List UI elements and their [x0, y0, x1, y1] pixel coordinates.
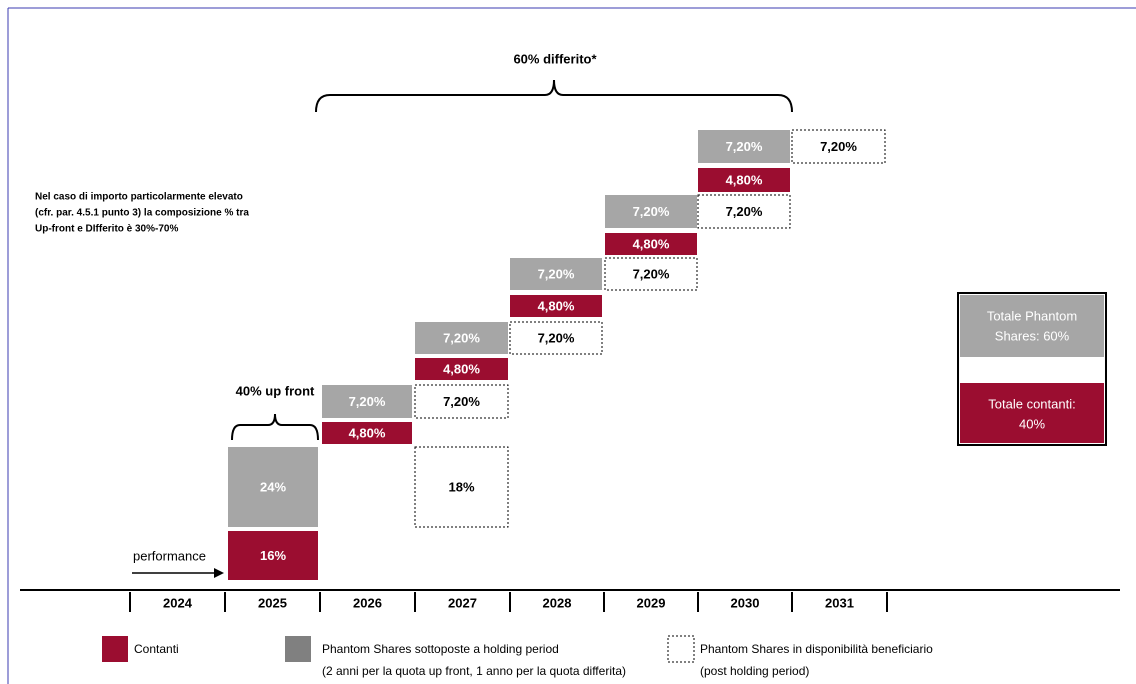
box: [415, 358, 508, 380]
box: [510, 258, 602, 290]
totals-text: Totale Phantom: [987, 308, 1077, 323]
legend-swatch: [285, 636, 311, 662]
totals-phantom: [960, 295, 1104, 357]
box: [414, 384, 509, 419]
year-label: 2030: [731, 595, 760, 610]
box: [698, 130, 790, 163]
legend-text: (post holding period): [700, 664, 809, 678]
left-brace-label: 40% up front: [236, 383, 315, 398]
box: [322, 385, 412, 418]
legend-text: Phantom Shares sottoposte a holding peri…: [322, 642, 559, 656]
box-label: 18%: [448, 479, 474, 494]
box: [228, 531, 318, 580]
box-label: 7,20%: [538, 330, 575, 345]
totals-cash: [960, 383, 1104, 443]
top-brace: [315, 79, 793, 113]
box-label: 4,80%: [726, 172, 763, 187]
box-label: 7,20%: [538, 266, 575, 281]
note-line: (cfr. par. 4.5.1 punto 3) la composizion…: [35, 208, 249, 219]
box: [509, 321, 603, 355]
box-label: 7,20%: [726, 139, 763, 154]
year-label: 2024: [163, 595, 193, 610]
year-label: 2025: [258, 595, 287, 610]
legend-text: (2 anni per la quota up front, 1 anno pe…: [322, 664, 626, 678]
box-label: 4,80%: [349, 425, 386, 440]
box: [415, 322, 508, 354]
year-label: 2026: [353, 595, 382, 610]
box: [228, 447, 318, 527]
box-label: 7,20%: [633, 266, 670, 281]
box-label: 4,80%: [538, 298, 575, 313]
totals-text: Totale contanti:: [988, 396, 1075, 411]
box: [605, 233, 697, 255]
box: [697, 194, 791, 229]
box: [791, 129, 886, 164]
year-label: 2031: [825, 595, 854, 610]
legend-swatch: [667, 635, 695, 663]
box: [605, 195, 697, 228]
top-brace-label: 60% differito*: [513, 51, 597, 66]
box: [322, 422, 412, 444]
performance-label: performance: [133, 548, 206, 563]
box-label: 4,80%: [443, 361, 480, 376]
box-label: 4,80%: [633, 236, 670, 251]
note-line: Nel caso di importo particolarmente elev…: [35, 192, 243, 203]
legend-text: Contanti: [134, 642, 179, 656]
left-brace: [231, 413, 319, 441]
year-label: 2029: [637, 595, 666, 610]
totals-text: 40%: [1019, 416, 1045, 431]
totals-text: Shares: 60%: [995, 328, 1070, 343]
box-label: 7,20%: [633, 204, 670, 219]
legend-text: Phantom Shares in disponibilità benefici…: [700, 642, 933, 656]
legend-swatch: [102, 636, 128, 662]
box: [604, 257, 698, 291]
note-line: Up-front e DIfferito è 30%-70%: [35, 224, 178, 235]
year-label: 2027: [448, 595, 477, 610]
box-label: 16%: [260, 548, 286, 563]
box: [510, 295, 602, 317]
year-label: 2028: [543, 595, 572, 610]
box-label: 7,20%: [820, 139, 857, 154]
box: [414, 446, 509, 528]
box-label: 24%: [260, 479, 286, 494]
box-label: 7,20%: [443, 330, 480, 345]
box-label: 7,20%: [726, 204, 763, 219]
arrow-head: [214, 568, 224, 578]
box-label: 7,20%: [349, 394, 386, 409]
box-label: 7,20%: [443, 394, 480, 409]
box: [698, 168, 790, 192]
